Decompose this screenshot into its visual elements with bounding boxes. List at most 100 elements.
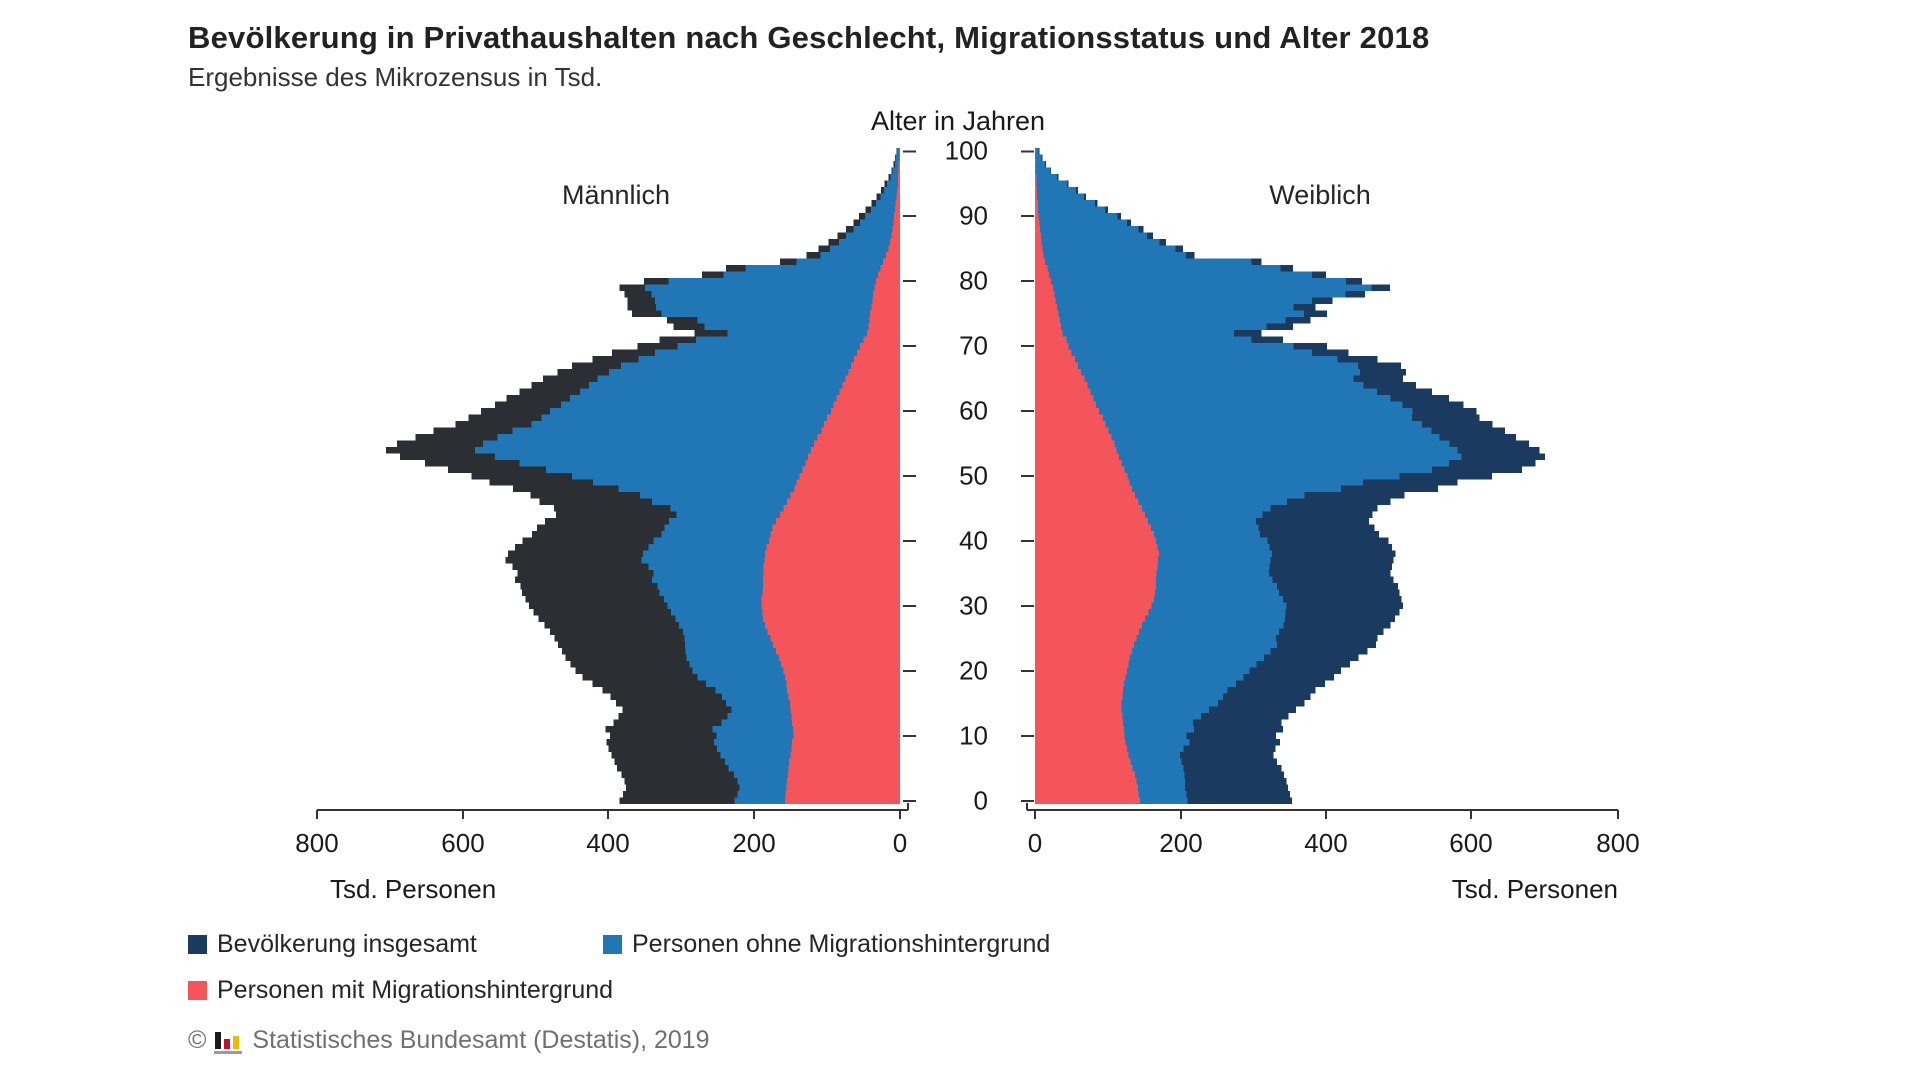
bar-male-mit-age-96 (897, 173, 900, 181)
bar-female-ohne-age-16 (1035, 693, 1224, 701)
bar-female-ohne-age-45 (1035, 505, 1271, 512)
bar-male-ohne-age-80 (668, 277, 900, 285)
bar-male-mit-age-26 (767, 628, 900, 636)
bar-male-ohne-age-88 (853, 225, 900, 233)
bar-female-ohne-age-63 (1035, 388, 1377, 395)
bar-female-mit-age-56 (1035, 433, 1112, 441)
bar-female-ohne-age-70 (1035, 342, 1294, 350)
bar-female-mit-age-93 (1035, 193, 1038, 200)
bar-female-mit-age-22 (1035, 654, 1130, 662)
total-swatch-icon (188, 935, 207, 954)
bar-male-ohne-age-94 (883, 186, 900, 194)
bar-male-ohne-age-63 (580, 388, 900, 395)
male-panel-header: Männlich (561, 180, 671, 210)
bar-male-mit-age-73 (868, 323, 900, 330)
bar-female-mit-age-47 (1035, 492, 1135, 499)
bar-male-mit-age-32 (762, 589, 900, 597)
age-tick-label-100: 100 (944, 135, 988, 166)
bar-male-mit-age-15 (789, 700, 900, 707)
bar-female-mit-age-7 (1035, 752, 1129, 759)
bar-female-ohne-age-95 (1035, 180, 1068, 187)
bar-male-mit-age-18 (786, 680, 900, 688)
bar-male-mit-age-34 (762, 576, 900, 584)
bar-female-mit-age-28 (1035, 615, 1146, 623)
bar-male-ohne-age-54 (475, 446, 900, 454)
bar-male-ohne-age-90 (865, 212, 900, 220)
bar-male-mit-age-59 (827, 414, 900, 421)
bar-male-ohne-age-74 (697, 316, 900, 324)
bar-male-ohne-age-70 (677, 342, 900, 350)
bar-female-mit-age-59 (1035, 414, 1103, 421)
bar-male-mit-age-67 (851, 362, 900, 369)
bar-male-mit-age-57 (821, 427, 900, 434)
bar-female-mit-age-68 (1035, 355, 1076, 363)
bar-female-ohne-age-80 (1035, 277, 1347, 285)
bar-female-ohne-age-86 (1035, 238, 1160, 246)
bar-female-mit-age-45 (1035, 505, 1143, 512)
age-tick-label-80: 80 (959, 265, 988, 296)
bar-male-ohne-age-86 (838, 238, 900, 246)
bar-female-mit-age-30 (1035, 602, 1152, 610)
bar-male-ohne-age-84 (820, 251, 900, 259)
bar-female-mit-age-20 (1035, 667, 1127, 675)
bar-male-mit-age-31 (761, 596, 900, 603)
male-x-axis-label: Tsd. Personen (330, 874, 497, 904)
bar-male-mit-age-72 (867, 329, 900, 337)
bar-female-ohne-age-66 (1035, 368, 1361, 376)
bar-female-ohne-age-74 (1035, 316, 1286, 324)
bar-female-ohne-age-46 (1035, 498, 1288, 506)
female-panel-header: Weiblich (1269, 180, 1371, 210)
bar-male-ohne-age-67 (620, 362, 900, 369)
bar-female-ohne-age-19 (1035, 674, 1244, 681)
bar-male-mit-age-55 (814, 440, 900, 447)
bar-female-mit-age-57 (1035, 427, 1109, 434)
bar-male-mit-age-93 (896, 193, 900, 200)
bar-male-ohne-age-81 (723, 271, 900, 278)
bar-female-ohne-age-76 (1035, 303, 1294, 311)
bar-female-mit-age-37 (1035, 557, 1159, 564)
bar-male-mit-age-83 (883, 258, 900, 265)
age-tick-label-70: 70 (959, 330, 988, 361)
bar-male-ohne-age-79 (644, 284, 900, 291)
bar-female-mit-age-16 (1035, 693, 1123, 701)
bar-male-ohne-age-53 (494, 453, 900, 460)
bar-male-mit-age-85 (888, 245, 900, 252)
legend: Bevölkerung insgesamt Personen ohne Migr… (188, 930, 1588, 1022)
bar-male-mit-age-69 (857, 349, 900, 356)
bar-male-ohne-age-59 (541, 414, 900, 421)
bar-male-mit-age-9 (792, 739, 900, 746)
female-x-tick-label-800: 800 (1596, 828, 1640, 858)
bar-male-mit-age-49 (796, 479, 900, 486)
bar-female-mit-age-26 (1035, 628, 1140, 636)
bar-male-mit-age-88 (892, 225, 900, 233)
bar-male-mit-age-4 (787, 771, 900, 779)
bar-male-mit-age-81 (878, 271, 900, 278)
male-x-tick-label-0: 0 (892, 828, 908, 858)
bar-male-ohne-age-62 (569, 394, 900, 402)
bar-female-mit-age-75 (1035, 310, 1059, 317)
bar-female-ohne-age-32 (1035, 589, 1280, 597)
bar-male-mit-age-24 (773, 641, 900, 649)
bar-female-ohne-age-44 (1035, 511, 1263, 519)
age-tick-label-50: 50 (959, 460, 988, 491)
bar-male-mit-age-13 (791, 713, 900, 720)
bar-male-ohne-age-46 (652, 498, 900, 506)
bar-male-mit-age-29 (762, 609, 900, 616)
bar-male-ohne-age-60 (550, 407, 900, 415)
bar-female-mit-age-15 (1035, 700, 1122, 707)
bar-male-mit-age-16 (788, 693, 900, 701)
bar-female-mit-age-53 (1035, 453, 1119, 460)
bar-female-ohne-age-92 (1035, 199, 1095, 207)
bar-female-mit-age-83 (1035, 258, 1046, 265)
bar-male-mit-age-91 (894, 206, 900, 213)
bar-female-mit-age-19 (1035, 674, 1126, 681)
bar-female-mit-age-73 (1035, 323, 1062, 330)
bar-male-mit-age-50 (799, 472, 900, 480)
age-tick-label-30: 30 (959, 590, 988, 621)
bar-male-mit-age-52 (805, 459, 900, 467)
bar-female-ohne-age-30 (1035, 602, 1287, 610)
bar-male-ohne-age-71 (695, 336, 900, 343)
bar-male-mit-age-86 (889, 238, 900, 246)
bar-male-mit-age-97 (898, 167, 900, 174)
